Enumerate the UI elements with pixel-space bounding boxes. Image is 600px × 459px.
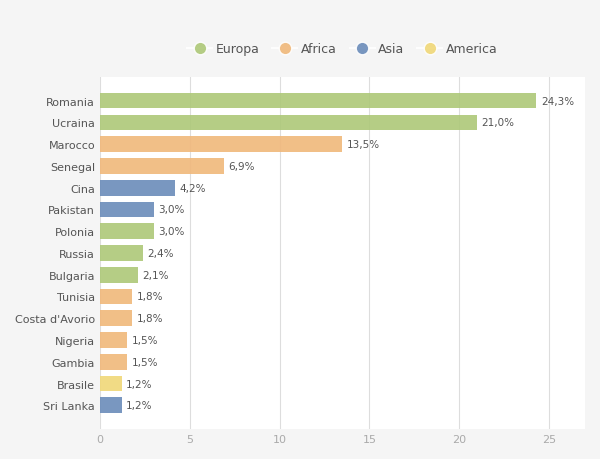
Text: 1,2%: 1,2% xyxy=(126,400,152,410)
Bar xyxy=(100,159,224,174)
Bar xyxy=(100,289,133,305)
Bar xyxy=(100,115,477,131)
Text: 24,3%: 24,3% xyxy=(541,96,574,106)
Text: 1,5%: 1,5% xyxy=(131,357,158,367)
Bar xyxy=(100,202,154,218)
Bar xyxy=(100,180,175,196)
Bar xyxy=(100,332,127,348)
Bar xyxy=(100,354,127,370)
Text: 2,1%: 2,1% xyxy=(142,270,169,280)
Text: 1,8%: 1,8% xyxy=(137,292,163,302)
Bar xyxy=(100,376,122,392)
Bar xyxy=(100,137,343,153)
Bar xyxy=(100,397,122,413)
Text: 1,2%: 1,2% xyxy=(126,379,152,389)
Text: 1,5%: 1,5% xyxy=(131,335,158,345)
Text: 1,8%: 1,8% xyxy=(137,313,163,324)
Text: 3,0%: 3,0% xyxy=(158,227,185,237)
Text: 13,5%: 13,5% xyxy=(347,140,380,150)
Bar xyxy=(100,311,133,326)
Bar xyxy=(100,224,154,240)
Bar xyxy=(100,94,536,109)
Text: 6,9%: 6,9% xyxy=(229,162,255,172)
Text: 21,0%: 21,0% xyxy=(482,118,515,128)
Bar xyxy=(100,246,143,261)
Bar xyxy=(100,267,138,283)
Text: 4,2%: 4,2% xyxy=(180,183,206,193)
Text: 2,4%: 2,4% xyxy=(148,248,174,258)
Text: 3,0%: 3,0% xyxy=(158,205,185,215)
Legend: Europa, Africa, Asia, America: Europa, Africa, Asia, America xyxy=(182,38,503,61)
